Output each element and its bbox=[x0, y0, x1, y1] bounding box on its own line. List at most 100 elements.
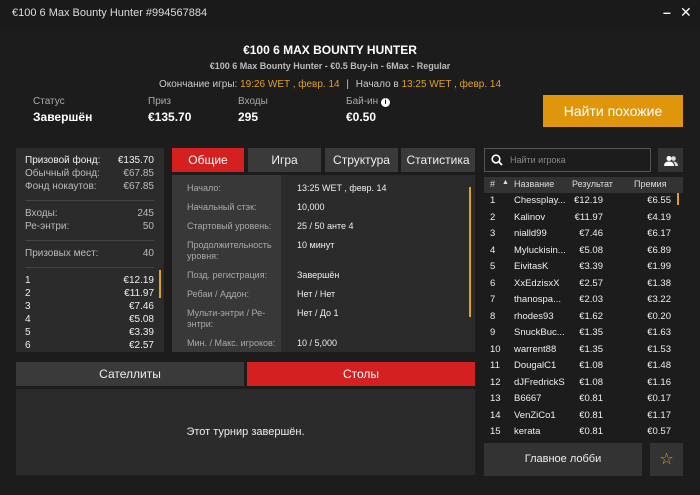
player-name: thanospa... bbox=[514, 294, 562, 305]
player-row[interactable]: 8 rhodes93 €1.62 €0.20 bbox=[484, 309, 683, 325]
payout-amount: €5.08 bbox=[128, 314, 154, 325]
col-name[interactable]: Название bbox=[514, 179, 555, 189]
info-row: Мин. / Макс. игроков: 10 / 5,000 bbox=[172, 338, 467, 349]
player-bounty: €6.17 bbox=[647, 228, 671, 239]
player-rank: 5 bbox=[490, 261, 496, 272]
tournament-title: €100 6 MAX BOUNTY HUNTER bbox=[243, 43, 417, 57]
col-bounty[interactable]: Премия bbox=[634, 179, 667, 189]
player-row[interactable]: 6 XxEdzisxX €2.57 €1.38 bbox=[484, 276, 683, 292]
prize-label: Приз bbox=[148, 96, 171, 107]
info-label: Начало: bbox=[187, 183, 221, 193]
info-icon[interactable]: i bbox=[380, 98, 390, 107]
player-result: €0.81 bbox=[579, 393, 603, 404]
search-input[interactable] bbox=[510, 155, 640, 165]
reentries-value: 50 bbox=[142, 221, 154, 232]
player-result: €11.97 bbox=[574, 211, 603, 223]
payout-place: 4 bbox=[25, 314, 31, 325]
player-bounty: €6.55 bbox=[647, 195, 671, 206]
player-row[interactable]: 7 thanospa... €2.03 €3.22 bbox=[484, 292, 683, 308]
player-search[interactable] bbox=[484, 148, 651, 172]
player-name: XxEdzisxX bbox=[514, 277, 560, 289]
player-result: €5.08 bbox=[579, 244, 603, 256]
player-rank: 3 bbox=[490, 228, 496, 239]
close-button[interactable]: ✕ bbox=[680, 4, 692, 20]
player-row[interactable]: 15 kerata €0.81 €0.57 bbox=[484, 424, 683, 440]
payout-row: 1 €12.19 bbox=[25, 274, 154, 287]
info-row: Продолжительность уровня: 10 минут bbox=[172, 240, 467, 262]
player-name: nialld99 bbox=[514, 228, 547, 239]
regular-pool-value: €67.85 bbox=[123, 168, 154, 179]
buyin-label: Бай-ин i bbox=[346, 96, 390, 107]
player-row[interactable]: 12 dJFredrickS €1.08 €1.16 bbox=[484, 375, 683, 391]
info-row: Начальный стэк: 10,000 bbox=[172, 202, 467, 213]
find-similar-button[interactable]: Найти похожие bbox=[543, 95, 683, 127]
tab-general[interactable]: Общие bbox=[172, 148, 244, 172]
player-result: €12.19 bbox=[573, 195, 603, 206]
payout-amount: €12.19 bbox=[123, 275, 154, 286]
players-table-header: # ▲ Название Результат Премия bbox=[484, 177, 683, 193]
col-rank[interactable]: # bbox=[490, 179, 496, 189]
players-button[interactable] bbox=[658, 148, 683, 172]
star-icon: ☆ bbox=[659, 451, 674, 468]
info-label: Позд. регистрация: bbox=[187, 270, 268, 280]
player-row[interactable]: 4 Myluckisin... €5.08 €6.89 bbox=[484, 243, 683, 259]
player-row[interactable]: 5 EivitasK €3.39 €1.99 bbox=[484, 259, 683, 275]
sort-asc-icon: ▲ bbox=[502, 179, 509, 186]
player-name: Myluckisin... bbox=[514, 244, 566, 256]
entries-value: 245 bbox=[137, 208, 154, 219]
end-label: Окончание игры: bbox=[158, 79, 238, 90]
player-bounty: €1.99 bbox=[647, 261, 671, 272]
player-rank: 13 bbox=[490, 393, 501, 404]
label-column bbox=[172, 175, 281, 352]
player-row[interactable]: 13 B6667 €0.81 €0.17 bbox=[484, 391, 683, 407]
divider: | bbox=[346, 79, 349, 90]
player-bounty: €1.63 bbox=[647, 327, 671, 338]
tab-statistics[interactable]: Статистика bbox=[401, 148, 475, 172]
tab-game[interactable]: Игра bbox=[248, 148, 321, 172]
player-result: €1.08 bbox=[579, 376, 603, 388]
player-row[interactable]: 9 SnuckBuc... €1.35 €1.63 bbox=[484, 325, 683, 341]
player-rank: 14 bbox=[490, 409, 501, 421]
payout-place: 6 bbox=[25, 340, 31, 351]
start-value: 13:25 WET , февр. 14 bbox=[401, 79, 502, 90]
player-bounty: €4.19 bbox=[647, 211, 671, 223]
tournament-times: Окончание игры: 19:26 WET , февр. 14 | Н… bbox=[0, 79, 660, 90]
main-lobby-button[interactable]: Главное лобби bbox=[484, 443, 642, 476]
divider bbox=[25, 240, 154, 241]
player-name: EivitasK bbox=[514, 261, 549, 272]
info-value: 13:25 WET , февр. 14 bbox=[297, 183, 387, 193]
payout-list: 1 €12.19 2 €11.97 3 €7.46 4 €5.08 5 €3.39 6 €2.57 bbox=[25, 274, 154, 352]
player-result: €3.39 bbox=[579, 261, 603, 272]
tab-structure[interactable]: Структура bbox=[325, 148, 398, 172]
player-row[interactable]: 3 nialld99 €7.46 €6.17 bbox=[484, 226, 683, 242]
minimize-button[interactable]: – bbox=[663, 4, 671, 20]
player-bounty: €1.16 bbox=[647, 376, 671, 388]
info-value: 10 / 5,000 bbox=[297, 338, 338, 348]
scrollbar[interactable] bbox=[469, 187, 471, 317]
player-result: €1.08 bbox=[579, 360, 603, 371]
player-row[interactable]: 10 warrent88 €1.35 €1.53 bbox=[484, 342, 683, 358]
info-label: Мульти-энтри / Ре-энтри: bbox=[187, 308, 266, 329]
prize-pool-label: Призовой фонд: bbox=[25, 155, 101, 166]
player-row[interactable]: 1 Chessplay... €12.19 €6.55 bbox=[484, 193, 683, 209]
scrollbar[interactable] bbox=[159, 270, 161, 298]
player-row[interactable]: 14 VenZiCo1 €0.81 €1.17 bbox=[484, 408, 683, 424]
divider bbox=[25, 200, 154, 201]
player-name: dJFredrickS bbox=[514, 376, 565, 388]
player-bounty: €0.57 bbox=[647, 426, 671, 437]
player-bounty: €3.22 bbox=[647, 294, 671, 305]
info-value: Нет / До 1 bbox=[297, 308, 339, 318]
player-result: €2.03 bbox=[579, 294, 603, 305]
tab-satellites[interactable]: Сателлиты bbox=[16, 362, 244, 386]
tab-tables[interactable]: Столы bbox=[247, 362, 475, 386]
player-rank: 4 bbox=[490, 244, 496, 256]
player-bounty: €1.17 bbox=[647, 409, 671, 421]
player-row[interactable]: 2 Kalinov €11.97 €4.19 bbox=[484, 210, 683, 226]
player-result: €7.46 bbox=[579, 228, 603, 239]
col-result[interactable]: Результат bbox=[572, 179, 613, 189]
player-row[interactable]: 11 DougalC1 €1.08 €1.48 bbox=[484, 358, 683, 374]
scrollbar[interactable] bbox=[677, 193, 679, 205]
favorite-button[interactable]: ☆ bbox=[650, 443, 683, 476]
search-icon bbox=[491, 154, 503, 166]
player-rank: 15 bbox=[490, 426, 501, 437]
